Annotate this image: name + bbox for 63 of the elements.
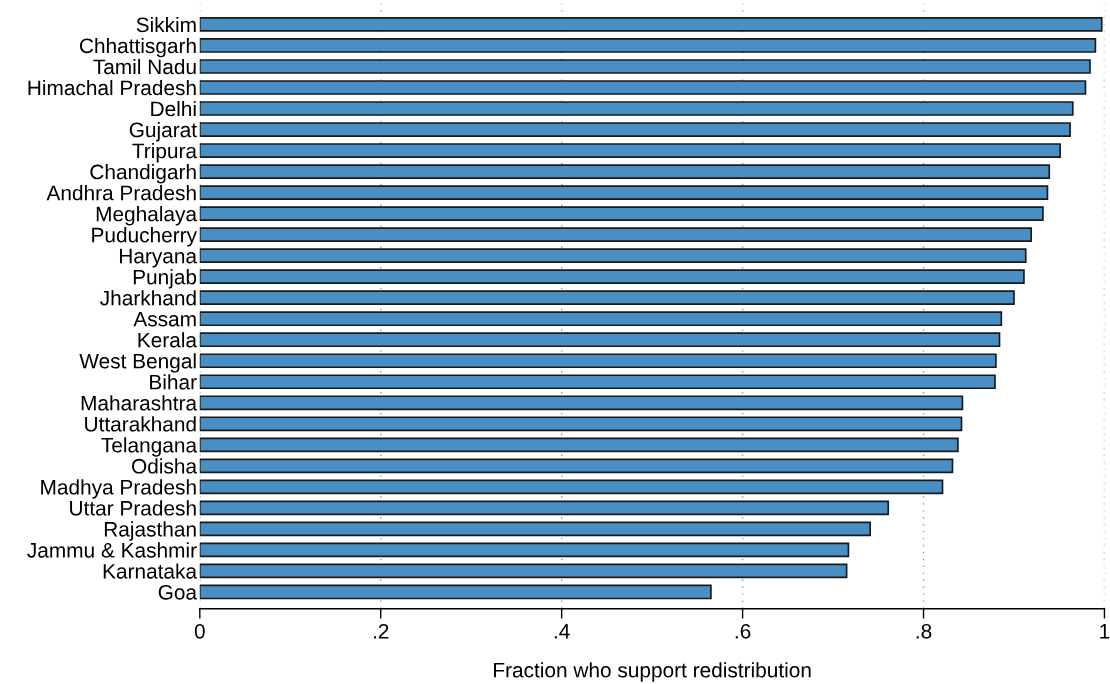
bar	[199, 563, 848, 579]
y-tick-label: Chandigarh	[90, 164, 196, 184]
y-tick-label: Chhattisgarh	[79, 37, 196, 58]
y-tick-label: Punjab	[133, 269, 197, 289]
y-tick-label: Maharashtra	[81, 395, 198, 411]
y-tick-label: Madhya Pradesh	[41, 479, 196, 499]
bar	[199, 185, 1049, 200]
y-tick-label: Puducherry	[92, 227, 197, 247]
y-tick-label: Himachal Pradesh	[28, 79, 196, 96]
bar	[199, 332, 1001, 348]
x-tick-label: .6	[735, 623, 751, 639]
y-tick-label: Gujarat	[129, 121, 197, 142]
x-tick-label: 0	[194, 623, 205, 639]
y-tick-label: Karnataka	[103, 563, 198, 579]
bar	[199, 38, 1097, 53]
bar	[199, 59, 1091, 74]
bar	[199, 311, 1003, 327]
y-tick-label: Tamil Nadu	[93, 58, 196, 75]
bar	[199, 227, 1033, 242]
y-tick-label: Rajasthan	[104, 521, 196, 541]
bar	[199, 206, 1044, 221]
bar	[199, 80, 1087, 95]
bar	[199, 458, 954, 474]
x-tick-label: .2	[373, 623, 389, 639]
bar	[199, 143, 1061, 158]
y-tick-label: Uttarakhand	[85, 416, 196, 432]
bar	[199, 479, 944, 495]
bar	[199, 353, 997, 369]
x-axis-title: Fraction who support redistribution	[494, 662, 811, 682]
y-tick-label: Sikkim	[136, 16, 196, 33]
y-tick-label: Jammu & Kashmir	[27, 542, 197, 558]
bar	[199, 416, 963, 432]
bar	[199, 584, 712, 600]
y-tick-label: Odisha	[132, 458, 198, 474]
x-tick-label: 1	[1100, 624, 1110, 639]
y-tick-label: Bihar	[150, 374, 197, 390]
x-tick-label: .8	[916, 623, 932, 639]
y-tick-label: West Bengal	[79, 353, 196, 373]
y-tick-label: Telangana	[101, 437, 198, 457]
bar	[199, 374, 996, 390]
bar	[199, 269, 1025, 285]
y-tick-label: Goa	[158, 584, 198, 600]
bar	[199, 521, 871, 537]
y-tick-label: Assam	[133, 311, 196, 327]
bar	[199, 101, 1074, 116]
y-tick-label: Tripura	[132, 143, 198, 163]
x-tick-label: .4	[554, 624, 570, 639]
bar	[199, 164, 1051, 179]
bar	[199, 542, 850, 558]
bar	[199, 248, 1027, 263]
bar	[199, 17, 1103, 32]
bar	[199, 290, 1015, 306]
bar	[199, 437, 959, 453]
bar	[199, 500, 890, 516]
y-tick-label: Meghalaya	[96, 206, 198, 226]
bar	[199, 395, 964, 411]
bar	[199, 122, 1071, 137]
y-tick-label: Andhra Pradesh	[46, 185, 196, 201]
y-tick-label: Uttar Pradesh	[70, 500, 196, 516]
y-tick-label: Kerala	[138, 332, 198, 348]
y-tick-label: Haryana	[119, 248, 198, 268]
y-tick-label: Jharkhand	[100, 290, 196, 306]
y-tick-label: Delhi	[151, 100, 196, 117]
